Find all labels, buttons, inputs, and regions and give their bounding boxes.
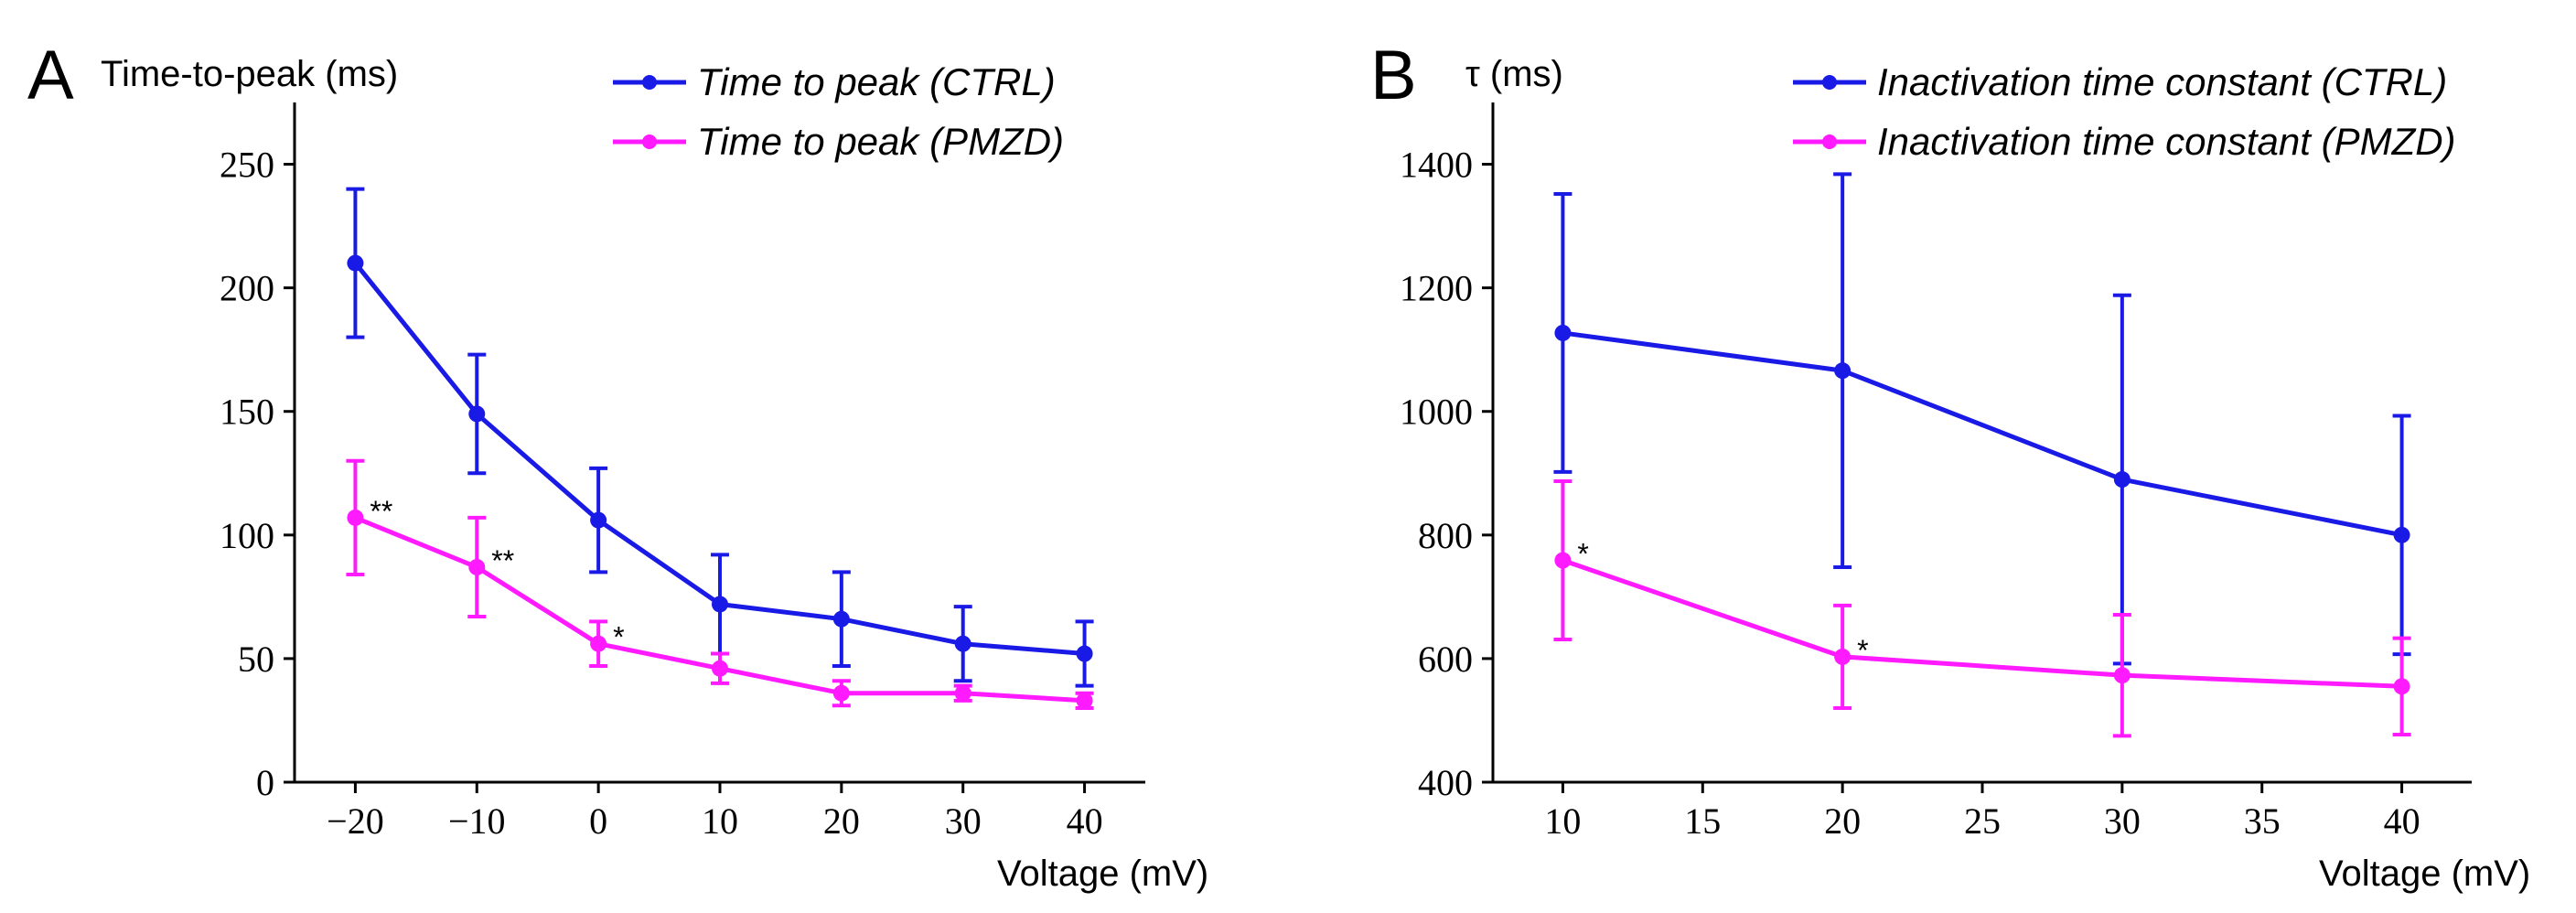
legend-label-pmzd-b: Inactivation time constant (PMZD) bbox=[1877, 120, 2456, 163]
data-point-ctrl bbox=[2393, 526, 2410, 543]
data-point-pmzd bbox=[1834, 648, 1852, 665]
series-line-ctrl bbox=[1562, 330, 2403, 538]
x-tick-label: 35 bbox=[2244, 800, 2281, 842]
data-point-ctrl bbox=[1076, 645, 1093, 662]
data-point-pmzd bbox=[2393, 678, 2410, 695]
x-tick-label: 30 bbox=[945, 800, 982, 842]
data-point-pmzd bbox=[1076, 692, 1093, 709]
panel-b-axes bbox=[1491, 102, 2472, 784]
significance-marker: * bbox=[613, 621, 624, 654]
panel-a: A Time-to-peak (ms) Voltage (mV) 0501001… bbox=[27, 37, 1208, 894]
x-tick-label: −10 bbox=[448, 800, 506, 842]
data-point-ctrl bbox=[954, 635, 971, 652]
data-point-ctrl bbox=[832, 610, 850, 628]
legend-marker-pmzd-b bbox=[1822, 134, 1837, 149]
y-tick-label: 600 bbox=[1418, 639, 1473, 680]
data-point-ctrl bbox=[1834, 362, 1852, 380]
x-tick-label: 20 bbox=[823, 800, 860, 842]
panel-b-plot-area: ** bbox=[1553, 172, 2411, 738]
significance-marker: ** bbox=[491, 544, 514, 577]
data-point-pmzd bbox=[1554, 552, 1572, 569]
y-tick-label: 250 bbox=[220, 145, 274, 186]
panel-b-y-axis-title: τ (ms) bbox=[1465, 54, 1563, 94]
panel-b-legend: Inactivation time constant (CTRL) Inacti… bbox=[1793, 60, 2456, 163]
x-tick-label: 10 bbox=[1544, 800, 1581, 842]
y-tick-label: 200 bbox=[220, 268, 274, 309]
significance-marker: ** bbox=[370, 495, 392, 528]
legend-label-ctrl-b: Inactivation time constant (CTRL) bbox=[1877, 60, 2447, 103]
data-point-ctrl bbox=[1554, 324, 1572, 341]
y-tick-label: 800 bbox=[1418, 515, 1473, 556]
y-tick-label: 1400 bbox=[1400, 145, 1473, 186]
legend-marker-ctrl-a bbox=[642, 75, 657, 90]
data-point-pmzd bbox=[590, 635, 607, 652]
x-tick-label: 20 bbox=[1824, 800, 1861, 842]
x-tick-label: −20 bbox=[327, 800, 384, 842]
x-tick-label: 0 bbox=[589, 800, 607, 842]
legend-marker-ctrl-b bbox=[1822, 75, 1837, 90]
panel-b-letter: B bbox=[1370, 37, 1417, 114]
panel-a-ticks: 0 50 100 150 200 250 −20 −10 0 10 20 30 40 bbox=[220, 145, 1103, 842]
panel-a-legend: Time to peak (CTRL) Time to peak (PMZD) bbox=[613, 60, 1064, 163]
panel-b-ticks: 400 600 800 1000 1200 1400 10 15 20 25 30 35 40 bbox=[1400, 145, 2420, 842]
significance-marker: * bbox=[1577, 538, 1588, 571]
legend-label-ctrl-a: Time to peak (CTRL) bbox=[697, 60, 1056, 103]
x-tick-label: 40 bbox=[1067, 800, 1103, 842]
significance-marker: * bbox=[1857, 634, 1868, 667]
panel-a-plot-area: ***** bbox=[346, 187, 1094, 710]
panel-b-x-axis-title: Voltage (mV) bbox=[2319, 854, 2530, 894]
x-tick-label: 15 bbox=[1684, 800, 1721, 842]
y-tick-label: 50 bbox=[238, 639, 274, 680]
y-tick-label: 100 bbox=[220, 515, 274, 556]
data-point-pmzd bbox=[347, 509, 364, 526]
legend-marker-pmzd-a bbox=[642, 134, 657, 149]
y-tick-label: 1000 bbox=[1400, 392, 1473, 433]
data-point-ctrl bbox=[712, 596, 728, 613]
legend-label-pmzd-a: Time to peak (PMZD) bbox=[697, 120, 1064, 163]
panel-b: B τ (ms) Voltage (mV) 400 600 800 1000 1200 1… bbox=[1370, 37, 2530, 894]
x-tick-label: 25 bbox=[1964, 800, 2001, 842]
x-tick-label: 10 bbox=[702, 800, 738, 842]
data-point-pmzd bbox=[832, 684, 850, 702]
x-tick-label: 40 bbox=[2384, 800, 2420, 842]
data-point-pmzd bbox=[2113, 667, 2131, 684]
data-point-ctrl bbox=[2113, 471, 2131, 489]
data-point-ctrl bbox=[347, 254, 364, 272]
y-tick-label: 1200 bbox=[1400, 268, 1473, 309]
y-tick-label: 150 bbox=[220, 392, 274, 433]
series-line-pmzd bbox=[1562, 558, 2402, 689]
data-point-pmzd bbox=[712, 660, 728, 677]
y-tick-label: 400 bbox=[1418, 762, 1473, 803]
panel-a-x-axis-title: Voltage (mV) bbox=[997, 854, 1208, 894]
y-tick-label: 0 bbox=[256, 762, 274, 803]
panel-a-y-axis-title: Time-to-peak (ms) bbox=[101, 54, 398, 94]
data-point-pmzd bbox=[954, 684, 971, 702]
x-tick-label: 30 bbox=[2104, 800, 2141, 842]
data-point-ctrl bbox=[468, 405, 486, 423]
panel-a-letter: A bbox=[27, 37, 74, 114]
data-point-ctrl bbox=[590, 511, 607, 529]
data-point-pmzd bbox=[468, 558, 486, 575]
